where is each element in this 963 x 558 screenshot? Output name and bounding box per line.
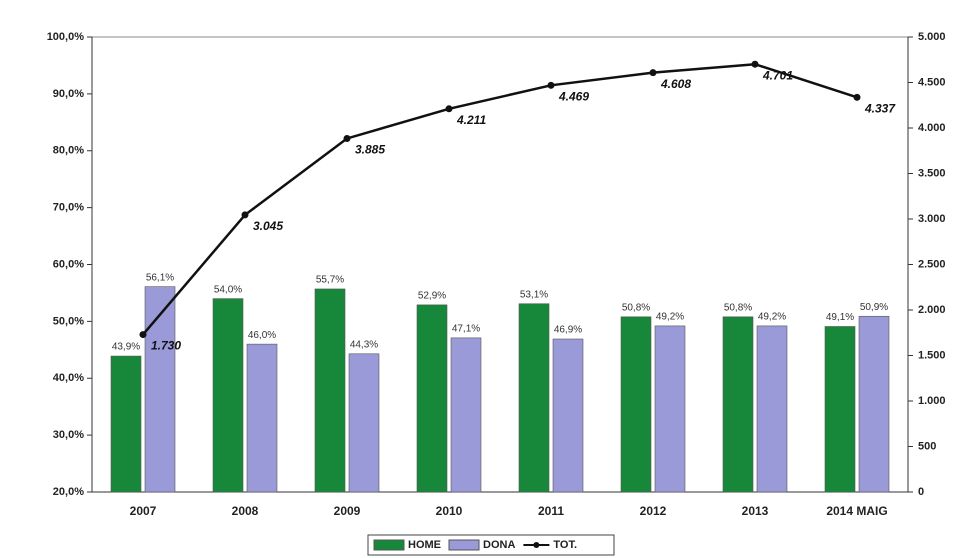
line-point [140,331,147,338]
value-label: 55,7% [316,275,344,286]
line-point [446,105,453,112]
y2-tick-label: 2.500 [918,258,946,270]
x-tick-label: 2013 [742,504,769,518]
bar [757,326,787,492]
value-label: 46,9% [554,325,582,336]
y-tick-label: 100,0% [47,31,85,43]
bar [723,317,753,492]
y2-tick-label: 4.000 [918,122,946,134]
value-label: 44,3% [350,339,378,350]
bar [349,354,379,492]
y2-tick-label: 0 [918,486,924,498]
y2-tick-label: 3.500 [918,167,946,179]
bar [315,289,345,492]
y2-tick-label: 5.000 [918,31,946,43]
bar [451,338,481,492]
line-point [548,82,555,89]
value-label: 52,9% [418,291,446,302]
bar [655,326,685,492]
x-tick-label: 2007 [130,504,157,518]
line-point [650,69,657,76]
x-tick-label: 2009 [334,504,361,518]
line-point [242,211,249,218]
line-label: 3.045 [253,219,283,233]
y-tick-label: 70,0% [53,202,84,214]
bar [553,339,583,492]
bar [247,344,277,492]
bar [825,326,855,492]
line-point [344,135,351,142]
x-tick-label: 2014 MAIG [826,504,887,518]
y-tick-label: 90,0% [53,88,84,100]
value-label: 49,1% [826,312,854,323]
line-label: 3.885 [355,143,385,157]
y-tick-label: 60,0% [53,258,84,270]
y-tick-label: 50,0% [53,315,84,327]
value-label: 47,1% [452,324,480,335]
legend-label: DONA [483,539,515,551]
value-label: 43,9% [112,342,140,353]
value-label: 50,8% [724,302,752,313]
line-point [752,61,759,68]
line-label: 4.608 [660,77,691,91]
bar [519,304,549,492]
y-tick-label: 40,0% [53,372,84,384]
y2-tick-label: 2.000 [918,304,946,316]
y2-tick-label: 500 [918,440,936,452]
y2-tick-label: 1.500 [918,349,946,361]
bar [111,356,141,492]
line-label: 4.469 [558,89,589,103]
line-label: 4.701 [762,68,793,82]
y-tick-label: 20,0% [53,486,84,498]
bar [859,316,889,492]
value-label: 50,9% [860,302,888,313]
value-label: 54,0% [214,284,242,295]
x-tick-label: 2012 [640,504,667,518]
legend-label: HOME [408,539,441,551]
line-point [854,94,861,101]
value-label: 49,2% [758,312,786,323]
legend-swatch [374,540,404,550]
x-tick-label: 2008 [232,504,259,518]
bar [213,299,243,492]
bar [145,287,175,492]
x-tick-label: 2011 [538,504,564,518]
line-label: 1.730 [151,339,181,353]
x-tick-label: 2010 [436,504,463,518]
value-label: 50,8% [622,302,650,313]
legend-swatch [533,542,539,548]
y2-tick-label: 4.500 [918,76,946,88]
line-label: 4.337 [864,102,896,116]
line-label: 4.211 [456,113,486,127]
chart: 20,0% 30,0% 40,0% 50,0% 60,0% 70,0% 80,0% 90,0%… [0,0,963,558]
y-tick-label: 30,0% [53,429,84,441]
y-tick-label: 80,0% [53,145,84,157]
value-label: 56,1% [146,272,174,283]
legend-label: TOT. [553,539,577,551]
bar [417,305,447,492]
value-label: 53,1% [520,289,548,300]
value-label: 46,0% [248,330,276,341]
bar [621,317,651,492]
y2-tick-label: 1.000 [918,395,946,407]
y2-tick-label: 3.000 [918,213,946,225]
legend-swatch [449,540,479,550]
value-label: 49,2% [656,312,684,323]
